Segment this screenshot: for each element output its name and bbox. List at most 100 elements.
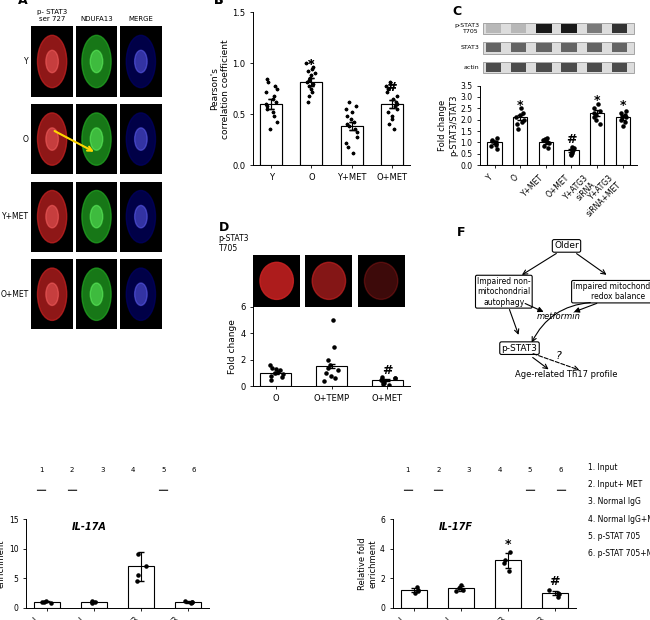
Text: 6. p-STAT 705+MET: 6. p-STAT 705+MET bbox=[588, 549, 650, 559]
Point bbox=[267, 94, 278, 104]
Point bbox=[384, 380, 395, 390]
Point bbox=[266, 374, 276, 384]
Circle shape bbox=[126, 268, 155, 321]
Circle shape bbox=[38, 113, 67, 166]
Point bbox=[270, 368, 281, 378]
Circle shape bbox=[82, 268, 111, 321]
Text: #: # bbox=[387, 81, 397, 94]
Point bbox=[346, 107, 357, 117]
Point bbox=[621, 105, 631, 115]
Bar bbox=[488, 143, 502, 165]
Text: ━━: ━━ bbox=[556, 485, 566, 495]
Point bbox=[306, 64, 317, 74]
Text: ━━: ━━ bbox=[67, 485, 77, 495]
FancyBboxPatch shape bbox=[120, 259, 162, 329]
Point bbox=[305, 73, 315, 82]
Text: NDUFA13: NDUFA13 bbox=[80, 16, 113, 22]
Y-axis label: Relative fold
enrichment: Relative fold enrichment bbox=[358, 537, 377, 590]
Circle shape bbox=[260, 262, 293, 299]
Point bbox=[390, 373, 400, 383]
FancyBboxPatch shape bbox=[75, 27, 118, 97]
Point bbox=[262, 101, 272, 111]
Point bbox=[348, 148, 358, 157]
Point bbox=[304, 81, 314, 91]
Point bbox=[458, 585, 468, 595]
Point bbox=[553, 590, 564, 600]
Point bbox=[306, 64, 317, 74]
Bar bbox=[381, 104, 403, 165]
Text: #: # bbox=[566, 133, 577, 146]
Point bbox=[350, 125, 361, 135]
Point bbox=[389, 125, 399, 135]
Point bbox=[516, 104, 526, 113]
Point bbox=[387, 114, 397, 124]
Text: 2: 2 bbox=[436, 467, 441, 473]
Point bbox=[341, 104, 351, 114]
Bar bbox=[316, 366, 347, 386]
Point bbox=[133, 570, 144, 580]
Bar bbox=[260, 373, 291, 386]
Point bbox=[382, 87, 392, 97]
Point bbox=[552, 588, 563, 598]
Text: 6: 6 bbox=[192, 467, 196, 473]
Point bbox=[185, 598, 196, 608]
Point bbox=[390, 373, 400, 383]
Point bbox=[346, 114, 356, 124]
Point bbox=[333, 365, 343, 375]
Point bbox=[487, 135, 497, 145]
Point bbox=[304, 74, 314, 84]
Bar bbox=[495, 560, 521, 608]
Point bbox=[272, 117, 282, 127]
Point bbox=[272, 367, 283, 377]
Point bbox=[618, 122, 629, 131]
FancyBboxPatch shape bbox=[120, 104, 162, 174]
Point bbox=[384, 120, 395, 130]
Bar bbox=[564, 150, 579, 165]
Point bbox=[377, 372, 387, 382]
Point bbox=[499, 559, 510, 569]
Bar bbox=[300, 82, 322, 165]
Point bbox=[567, 144, 577, 154]
FancyBboxPatch shape bbox=[75, 104, 118, 174]
Point bbox=[454, 583, 465, 593]
Text: B: B bbox=[214, 0, 224, 7]
Point bbox=[593, 99, 603, 108]
Point bbox=[544, 585, 554, 595]
Text: Impaired non-
mitochondrial
autophagy: Impaired non- mitochondrial autophagy bbox=[477, 277, 530, 306]
Bar bbox=[590, 113, 605, 165]
Point bbox=[267, 94, 278, 104]
Point bbox=[491, 133, 502, 143]
FancyBboxPatch shape bbox=[483, 23, 634, 34]
Point bbox=[267, 363, 278, 373]
Point bbox=[342, 111, 352, 121]
Circle shape bbox=[46, 283, 58, 306]
Point bbox=[519, 115, 529, 125]
FancyBboxPatch shape bbox=[612, 43, 627, 53]
Point bbox=[302, 77, 312, 87]
Point bbox=[595, 119, 606, 129]
FancyBboxPatch shape bbox=[120, 182, 162, 252]
Point bbox=[263, 74, 273, 84]
Circle shape bbox=[90, 50, 103, 73]
Text: D: D bbox=[218, 221, 229, 234]
Point bbox=[348, 117, 359, 127]
Point bbox=[306, 71, 316, 81]
Point bbox=[87, 596, 98, 606]
Point bbox=[512, 124, 523, 134]
FancyBboxPatch shape bbox=[511, 24, 526, 33]
FancyBboxPatch shape bbox=[358, 255, 404, 307]
FancyBboxPatch shape bbox=[253, 255, 300, 307]
FancyBboxPatch shape bbox=[486, 43, 501, 53]
Point bbox=[304, 81, 314, 91]
Point bbox=[270, 97, 281, 107]
Point bbox=[392, 104, 402, 114]
Circle shape bbox=[126, 190, 155, 243]
Point bbox=[619, 110, 630, 120]
Bar bbox=[175, 601, 201, 608]
Point bbox=[378, 379, 389, 389]
Point bbox=[352, 131, 362, 141]
Point bbox=[306, 84, 316, 94]
Point bbox=[376, 374, 387, 384]
FancyBboxPatch shape bbox=[31, 27, 73, 97]
Point bbox=[348, 148, 358, 157]
